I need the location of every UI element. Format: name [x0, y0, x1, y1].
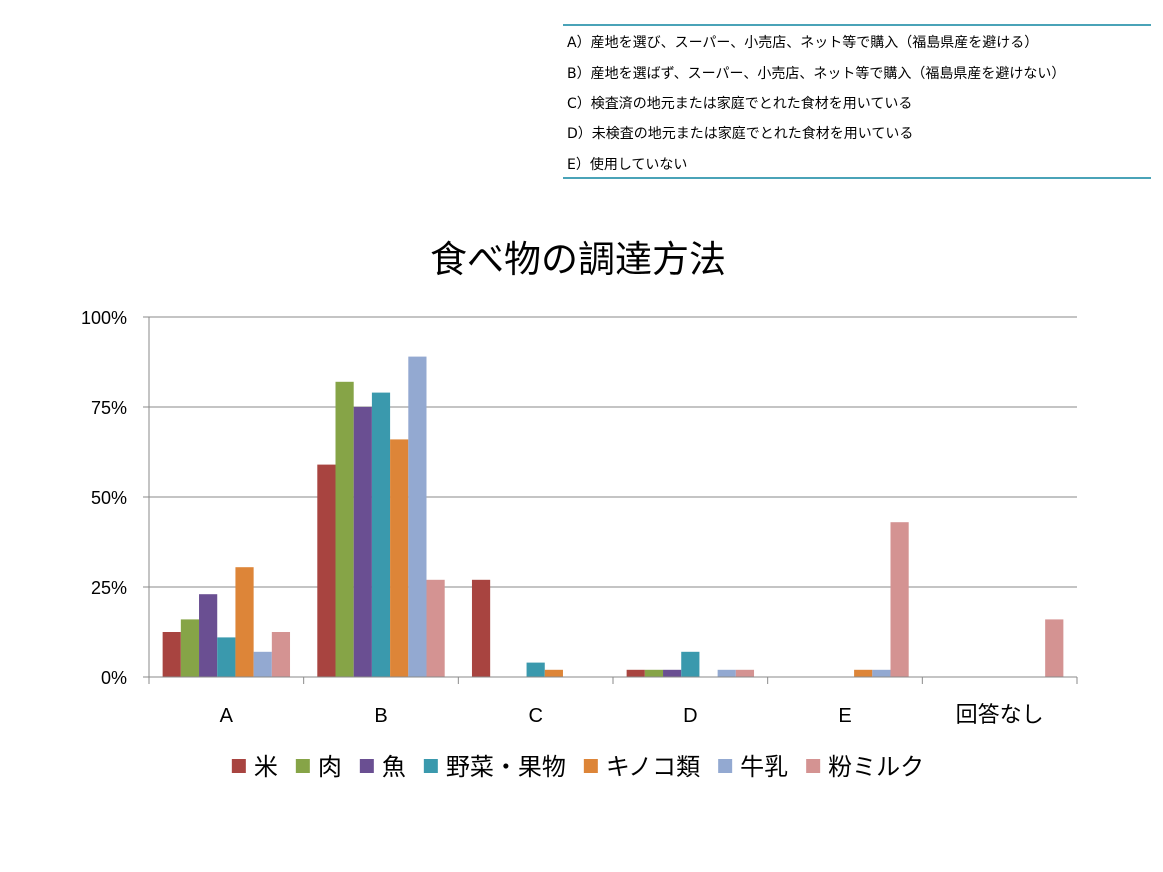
x-category-label: 回答なし — [956, 703, 1044, 728]
legend-label: キノコ類 — [606, 753, 700, 781]
choice-legend-box: A）産地を選び、スーパー、小売店、ネット等で購入（福島県産を避ける） B）産地を… — [563, 24, 1151, 179]
bar — [890, 522, 909, 677]
legend-label: 魚 — [382, 753, 406, 781]
bar — [271, 632, 291, 677]
legend-swatch — [231, 759, 246, 773]
bar — [717, 669, 736, 677]
bar — [235, 567, 254, 677]
x-category-label: C — [528, 705, 542, 727]
bar — [526, 662, 545, 677]
bar — [544, 669, 563, 677]
legend-label: 米 — [254, 753, 278, 781]
bar — [390, 439, 409, 677]
bar — [199, 594, 218, 677]
y-axis-ticks: 0% 25% 50% 75% 100% — [81, 308, 149, 688]
grid-lines — [149, 316, 1077, 588]
legend-swatch — [295, 759, 310, 773]
bar — [854, 669, 873, 677]
bar — [180, 619, 200, 677]
legend-swatch — [806, 759, 821, 773]
bar — [872, 669, 891, 677]
choice-note-c: C）検査済の地元または家庭でとれた食材を用いている — [567, 96, 913, 112]
bar — [408, 356, 427, 677]
bar — [335, 381, 354, 677]
choice-note-b: B）産地を選ばず、スーパー、小売店、ネット等で購入（福島県産を避けない） — [567, 66, 1066, 82]
bar — [426, 579, 445, 677]
bar — [626, 669, 645, 677]
bar — [162, 632, 181, 677]
bars — [162, 356, 1064, 677]
bar — [371, 392, 391, 677]
chart-title: 食べ物の調達方法 — [430, 238, 726, 281]
y-tick-label: 100% — [81, 308, 127, 328]
choice-note-d: D）未検査の地元または家庭でとれた食材を用いている — [567, 126, 914, 142]
choice-note-a: A）産地を選び、スーパー、小売店、ネット等で購入（福島県産を避ける） — [567, 35, 1039, 51]
legend-swatch — [718, 759, 733, 773]
x-category-label: B — [374, 705, 387, 727]
x-category-label: D — [683, 705, 697, 727]
x-category-label: A — [220, 705, 234, 727]
axes — [148, 317, 1078, 684]
bar — [471, 579, 491, 677]
bar — [1045, 619, 1064, 677]
bar — [253, 651, 272, 677]
choice-note-e: E）使用していない — [567, 157, 688, 173]
legend-swatch — [423, 759, 438, 773]
bar — [735, 669, 755, 677]
bar — [317, 464, 336, 677]
y-tick-label: 75% — [91, 398, 127, 418]
bar — [353, 407, 372, 677]
bar — [217, 637, 236, 677]
bar — [663, 669, 682, 677]
x-category-label: E — [838, 705, 851, 727]
bar — [681, 651, 700, 677]
y-tick-label: 0% — [101, 668, 127, 688]
legend-label: 肉 — [318, 753, 342, 781]
y-tick-label: 25% — [91, 578, 127, 598]
legend-label: 野菜・果物 — [446, 753, 566, 781]
legend-swatch — [359, 759, 374, 773]
series-legend: 米 肉 魚 野菜・果物 キノコ類 牛乳 粉ミルク — [231, 753, 924, 781]
y-tick-label: 50% — [91, 488, 127, 508]
bar — [644, 669, 664, 677]
legend-label: 牛乳 — [740, 753, 788, 781]
legend-swatch — [583, 759, 598, 773]
legend-label: 粉ミルク — [828, 753, 924, 781]
x-axis-categories: A B C D E 回答なし — [220, 703, 1044, 728]
